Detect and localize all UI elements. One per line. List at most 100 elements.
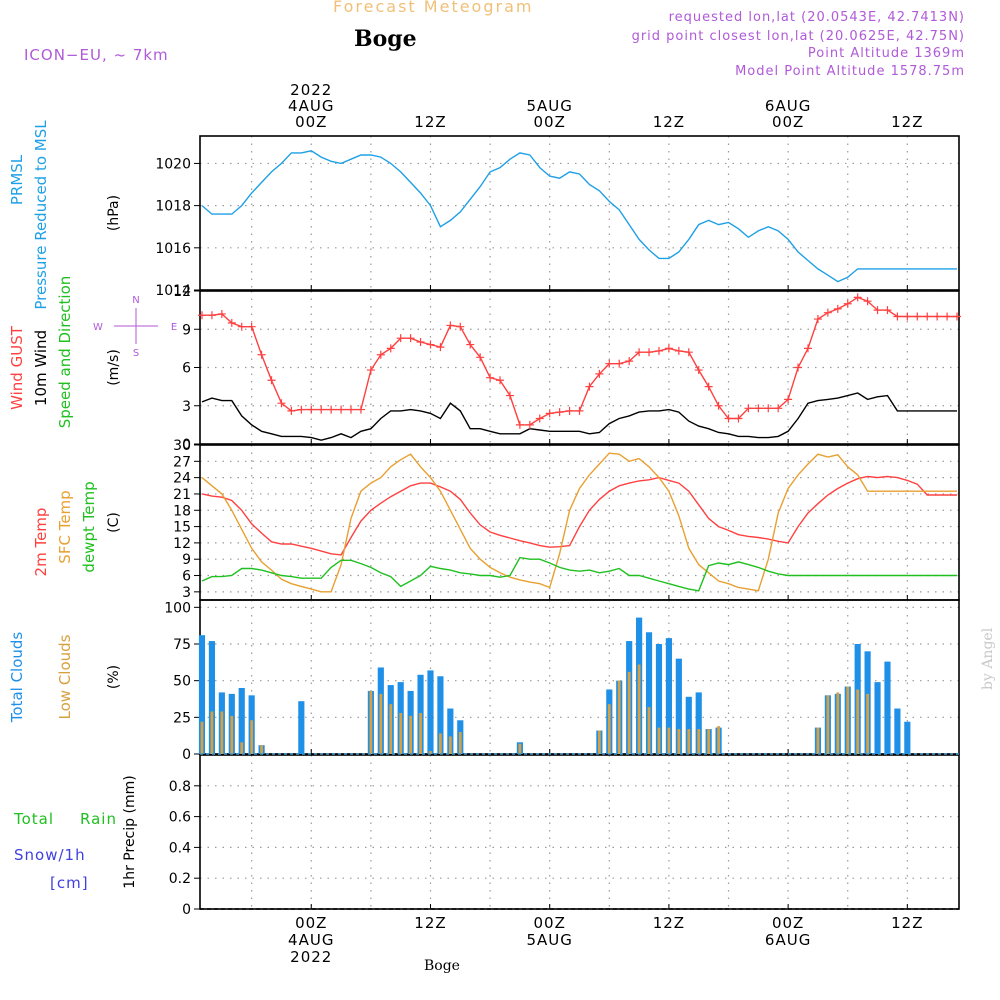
top-time-label: 12Z bbox=[653, 113, 685, 131]
low-cloud-bar bbox=[677, 729, 681, 754]
model-name: ICON−EU, ~ 7km bbox=[24, 46, 169, 64]
y-tick-label: 3 bbox=[182, 585, 191, 601]
gust-marker bbox=[197, 311, 206, 320]
bottom-time-label: 5AUG bbox=[526, 931, 572, 949]
low-cloud-bar bbox=[458, 732, 462, 754]
gust-marker bbox=[555, 408, 564, 417]
series-line-dewpt-temp bbox=[201, 556, 957, 592]
top-time-label: 5AUG bbox=[526, 97, 572, 115]
compass-south: S bbox=[133, 348, 139, 359]
top-time-label: 00Z bbox=[295, 113, 327, 131]
gust-marker bbox=[853, 293, 862, 302]
panel-pressure: 1014 1016 1018 1020 (hPa) bbox=[106, 135, 960, 299]
low-cloud-bar bbox=[379, 693, 383, 754]
gust-marker bbox=[615, 359, 624, 368]
gust-marker bbox=[724, 414, 733, 423]
low-cloud-bar bbox=[607, 704, 611, 754]
low-cloud-bar bbox=[667, 727, 671, 754]
gust-marker bbox=[744, 404, 753, 413]
low-cloud-bar bbox=[220, 711, 224, 754]
low-cloud-bar bbox=[260, 745, 263, 754]
gust-marker bbox=[297, 405, 306, 414]
gust-marker bbox=[863, 297, 872, 306]
series-line-2m-temp bbox=[201, 475, 957, 556]
gust-marker bbox=[416, 338, 425, 346]
y-axis-label: 1hr Precip (mm) bbox=[122, 775, 138, 888]
gust-marker bbox=[674, 346, 683, 355]
low-cloud-bar bbox=[250, 720, 254, 754]
gust-marker bbox=[327, 405, 336, 414]
bottom-time-label: 12Z bbox=[653, 914, 685, 932]
total-cloud-bar bbox=[685, 696, 692, 754]
gust-marker bbox=[486, 373, 495, 382]
gust-marker bbox=[545, 409, 554, 418]
panel-frame bbox=[199, 754, 960, 910]
requested-coords: requested lon,lat (20.0543E, 42.7413N) bbox=[668, 10, 965, 25]
gust-marker bbox=[337, 405, 346, 414]
low-cloud-bar bbox=[210, 711, 214, 754]
snow-unit-label: [cm] bbox=[50, 874, 89, 892]
series-line-sfc-temp bbox=[201, 452, 957, 593]
y-axis-label: (hPa) bbox=[106, 195, 122, 231]
series-line-10m-wind bbox=[201, 392, 957, 441]
top-time-label: 2022 bbox=[290, 81, 332, 99]
footer-location: Boge bbox=[424, 958, 460, 974]
y-tick-label: 12 bbox=[173, 536, 191, 552]
y-tick-label: 27 bbox=[173, 454, 191, 470]
gust-marker bbox=[714, 401, 723, 410]
gust-marker bbox=[654, 346, 663, 355]
snow-label: Snow/1h bbox=[14, 846, 86, 864]
gust-marker bbox=[813, 315, 822, 324]
gust-marker bbox=[764, 404, 773, 413]
gust-marker bbox=[923, 312, 932, 321]
wind-gust-label: Wind GUST bbox=[8, 325, 26, 410]
dewpt-label: dewpt Temp bbox=[80, 481, 98, 572]
low-cloud-bar bbox=[627, 671, 631, 754]
top-time-label: 00Z bbox=[772, 113, 804, 131]
y-tick-label: 6 bbox=[182, 361, 191, 377]
panel-wind: 0 3 6 9 12 (m/s) bbox=[106, 284, 960, 453]
bottom-time-label: 6AUG bbox=[765, 931, 811, 949]
y-tick-label: 1014 bbox=[155, 283, 191, 299]
app-title: Forecast Meteogram bbox=[333, 0, 534, 16]
y-axis-label: (%) bbox=[106, 665, 122, 689]
gust-marker bbox=[605, 359, 614, 368]
gust-marker bbox=[267, 376, 276, 385]
gust-marker bbox=[347, 405, 356, 414]
low-cloud-bar bbox=[369, 690, 373, 754]
y-tick-label: 0.2 bbox=[169, 871, 191, 887]
bottom-time-label: 00Z bbox=[772, 914, 804, 932]
gust-marker bbox=[466, 340, 475, 349]
bottom-time-label: 12Z bbox=[891, 914, 923, 932]
y-tick-label: 24 bbox=[173, 471, 191, 487]
gust-marker bbox=[446, 321, 455, 330]
y-tick-label: 9 bbox=[182, 322, 191, 338]
gust-marker bbox=[436, 343, 445, 352]
low-cloud-bar bbox=[866, 693, 869, 754]
total-cloud-bar bbox=[198, 635, 206, 754]
gust-marker bbox=[794, 363, 803, 372]
y-tick-label: 1018 bbox=[155, 199, 191, 215]
top-time-label: 4AUG bbox=[288, 97, 334, 115]
y-tick-label: 75 bbox=[173, 637, 191, 653]
gust-marker bbox=[833, 304, 842, 313]
gust-marker bbox=[396, 334, 405, 343]
bottom-time-label: 2022 bbox=[290, 948, 332, 966]
total-cloud-bar bbox=[655, 644, 663, 754]
gust-marker bbox=[426, 340, 435, 349]
bottom-time-label: 00Z bbox=[295, 914, 327, 932]
gust-marker bbox=[277, 399, 286, 408]
low-cloud-bar bbox=[637, 664, 641, 754]
gust-marker bbox=[217, 309, 226, 318]
gust-marker bbox=[873, 306, 882, 315]
low-cloud-bar bbox=[647, 707, 651, 754]
top-time-label: 12Z bbox=[414, 113, 446, 131]
gust-marker bbox=[823, 308, 832, 317]
gust-marker bbox=[635, 348, 644, 357]
low-cloud-bar bbox=[846, 686, 850, 754]
gust-marker bbox=[376, 350, 385, 359]
low-cloud-bar bbox=[657, 727, 661, 754]
gust-marker bbox=[227, 318, 236, 327]
y-tick-label: 0 bbox=[182, 747, 191, 763]
